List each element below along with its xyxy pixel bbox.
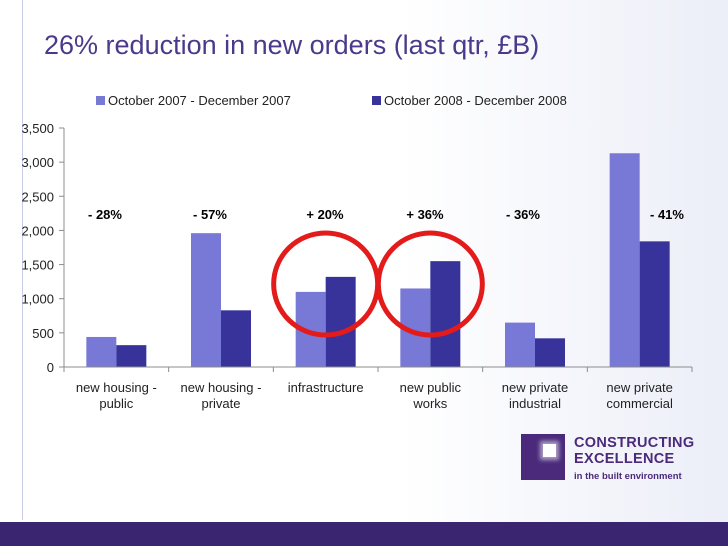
- y-tick-label: 0: [47, 360, 54, 375]
- y-tick-label: 1,000: [21, 292, 54, 307]
- legend-label: October 2007 - December 2007: [108, 93, 291, 108]
- y-tick-label: 2,500: [21, 189, 54, 204]
- y-axis: 0 500 1,000 1,500 2,000 2,500 3,000 3,500: [21, 121, 65, 375]
- bar-2007: [86, 336, 117, 367]
- bars: [86, 153, 670, 367]
- logo-square-icon: [521, 434, 565, 480]
- x-category-label: works: [412, 396, 447, 411]
- x-category-label: public: [99, 396, 133, 411]
- x-category-label: infrastructure: [288, 380, 364, 395]
- legend-label: October 2008 - December 2008: [384, 93, 567, 108]
- y-tick-label: 2,000: [21, 223, 54, 238]
- x-category-label: new private: [502, 380, 568, 395]
- change-annotation: + 20%: [306, 207, 344, 222]
- bar-2008: [116, 345, 147, 367]
- x-category-label: new public: [400, 380, 462, 395]
- y-tick-label: 3,000: [21, 155, 54, 170]
- chart-legend: October 2007 - December 2007 October 2008…: [96, 93, 567, 108]
- x-category-label: new housing -: [181, 380, 262, 395]
- left-accent-line: [22, 0, 23, 520]
- footer-bar: [0, 522, 728, 546]
- change-annotation: - 57%: [193, 207, 227, 222]
- x-category-label: commercial: [606, 396, 673, 411]
- logo-text-line2: EXCELLENCE: [574, 451, 675, 467]
- change-annotation: + 36%: [406, 207, 444, 222]
- bar-2008: [221, 310, 251, 367]
- slide-title: 26% reduction in new orders (last qtr, £…: [44, 30, 540, 60]
- x-category-label: new private: [606, 380, 672, 395]
- bar-2008: [430, 261, 461, 367]
- legend-swatch: [96, 96, 105, 105]
- y-tick-label: 3,500: [21, 121, 54, 136]
- change-annotations: - 28% - 57% + 20% + 36% - 36% - 41%: [88, 207, 684, 222]
- x-category-label: private: [201, 396, 240, 411]
- bar-chart: October 2007 - December 2007 October 2008…: [21, 93, 693, 411]
- logo-tagline: in the built environment: [574, 471, 682, 482]
- highlight-circle: [375, 230, 485, 338]
- bar-2008: [639, 241, 670, 367]
- y-tick-label: 500: [32, 326, 54, 341]
- bar-2007: [609, 153, 640, 367]
- change-annotation: - 36%: [506, 207, 540, 222]
- bar-2008: [325, 276, 356, 367]
- bar-2007: [505, 322, 535, 367]
- highlight-circles: [271, 230, 485, 338]
- y-tick-label: 1,500: [21, 258, 54, 273]
- bar-2007: [191, 233, 221, 367]
- legend-swatch: [372, 96, 381, 105]
- logo-text-line1: CONSTRUCTING: [574, 435, 695, 451]
- x-category-label: new housing -: [76, 380, 157, 395]
- x-category-label: industrial: [509, 396, 561, 411]
- change-annotation: - 41%: [650, 207, 684, 222]
- change-annotation: - 28%: [88, 207, 122, 222]
- bar-2008: [535, 338, 565, 367]
